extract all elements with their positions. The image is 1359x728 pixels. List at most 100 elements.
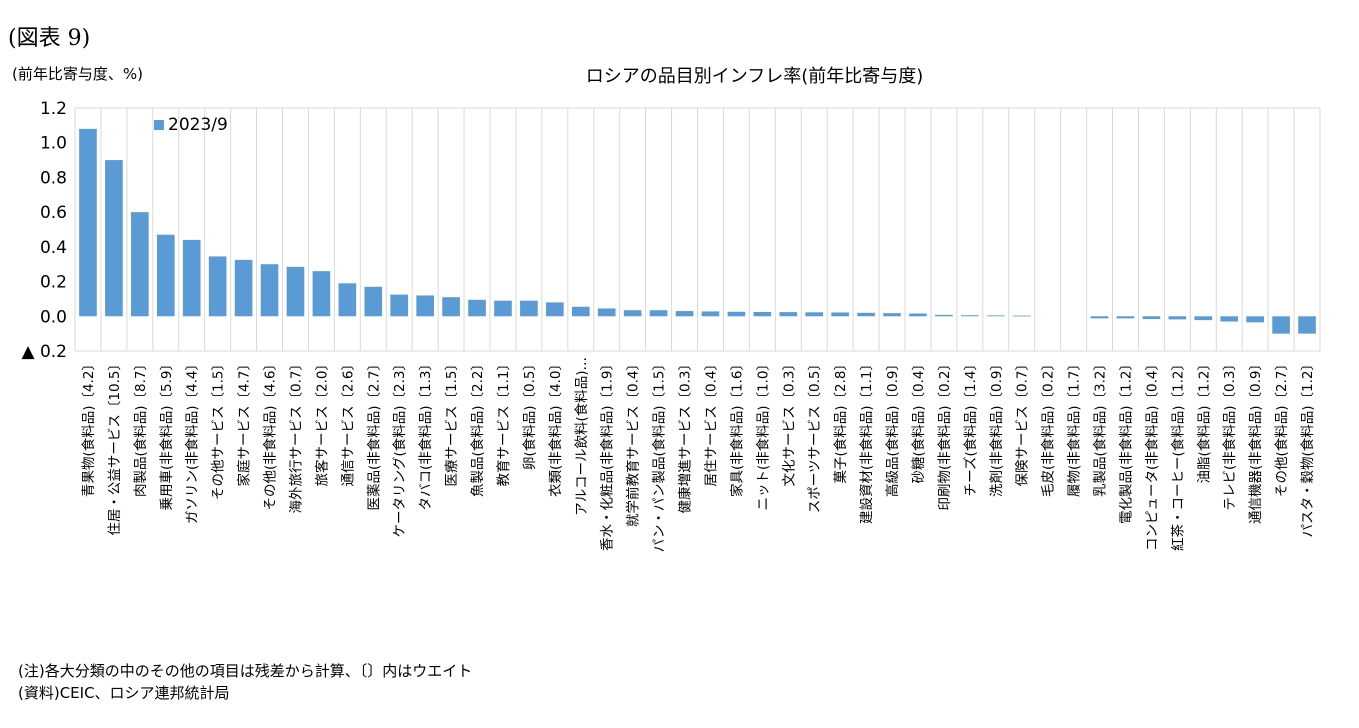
bar [131,212,149,317]
bar [416,295,434,317]
x-category-label: テレビ(非食料品)〔0.3〕 [1221,357,1238,511]
x-category-label: 砂糖(食料品)〔0.4〕 [910,357,927,484]
bar [546,302,564,317]
x-category-label: 海外旅行サービス〔0.7〕 [288,357,304,513]
x-category-label: ガソリン(非食料品)〔4.4〕 [184,357,201,524]
bar [1142,316,1161,320]
bar [1168,316,1187,320]
bar [597,308,616,317]
y-tick-label: 1.2 [40,99,67,119]
x-category-label: 家具(非食料品)〔1.6〕 [728,357,745,497]
x-category-label: 家庭サービス〔4.7〕 [236,357,253,486]
bar [520,300,538,317]
bar [468,299,486,317]
bar [701,311,720,317]
bar [753,311,772,317]
bar [935,314,953,317]
x-category-label: コンピュータ(非食料品)〔0.4〕 [1143,357,1160,551]
x-category-label: ケータリング(食料品)〔2.3〕 [391,357,408,538]
y-tick-label: 0.6 [40,203,67,223]
y-tick-label: 0.2 [40,273,67,293]
x-category-label: 卵(食料品)〔0.5〕 [521,357,538,470]
x-category-label: 衣類(非食料品)〔4.0〕 [547,357,564,497]
bar [909,313,927,317]
x-category-label: 紅茶・コーヒー(食料品)〔1.2〕 [1169,357,1186,551]
y-tick-label: 0.4 [40,238,67,258]
x-category-label: 履物(非食料品)〔1.7〕 [1066,357,1083,497]
x-category-label: 魚製品(食料品)〔2.2〕 [469,357,486,497]
bar [286,266,305,317]
y-tick-label: ▲ 0.2 [21,342,67,362]
x-category-label: 印刷物(非食料品)〔0.2〕 [936,357,953,511]
x-category-label: 肉製品(食料品)〔8.7〕 [132,357,149,497]
x-category-label: 教育サービス〔1.1〕 [496,357,512,486]
x-category-label: ニット(非食料品)〔1.0〕 [754,357,771,511]
bar [649,310,668,317]
x-category-label: 乗用車(非食料品)〔5.9〕 [158,357,175,511]
x-category-label: その他サービス〔1.5〕 [211,357,227,500]
bar [338,283,357,317]
bar [494,300,512,317]
bar [961,315,979,317]
bar [442,297,460,317]
x-category-label: 香水・化粧品(非食料品)〔1.9〕 [599,357,616,551]
bar [986,315,1005,317]
x-category-label: その他(食料品)〔2.7〕 [1273,357,1290,497]
y-axis-unit-label: (前年比寄与度、%) [12,65,143,83]
x-category-label: 通信機器(非食料品)〔0.9〕 [1247,357,1264,524]
figure-label: (図表 9) [8,26,91,51]
bar [623,310,642,317]
x-category-label: パン・パン製品(食料品)〔1.5〕 [651,357,668,552]
bar [105,160,123,317]
x-category-label: タバコ(非食料品)〔1.3〕 [417,357,434,511]
bar [234,259,253,317]
legend-swatch [154,120,164,130]
bar [260,264,279,317]
x-category-label: 油脂(食料品)〔1.2〕 [1195,357,1212,484]
note-line: (注)各大分類の中のその他の項目は残差から計算、〔〕内はウエイト [18,662,473,680]
y-tick-label: 0.8 [40,168,67,188]
x-category-label: 菓子(食料品)〔2.8〕 [832,357,849,484]
x-category-label: 毛皮(非食料品)〔0.2〕 [1040,357,1057,497]
bar [1194,316,1213,321]
x-category-label: 住居・公益サービス〔10.5〕 [107,357,123,536]
notes: (注)各大分類の中のその他の項目は残差から計算、〔〕内はウエイト (資料)CEI… [18,660,472,704]
bar [312,271,331,317]
x-category-label: パスタ・穀物(食料品)〔1.2〕 [1299,357,1316,538]
x-category-label: スポーツサービス〔0.5〕 [807,357,823,513]
bar [156,234,175,317]
x-category-label: 医薬品(非食料品)〔2.7〕 [365,357,382,511]
bar [675,311,694,317]
x-category-label: 健康増進サービス〔0.3〕 [677,357,694,513]
x-category-label: 建設資材(非食料品)〔1.1〕 [858,357,875,524]
bar [883,313,901,317]
x-category-label: 居住サービス〔0.4〕 [703,357,719,486]
bar [208,256,227,317]
y-tick-label: 0.0 [40,307,67,327]
legend-label: 2023/9 [168,115,228,135]
bar [79,128,97,317]
x-category-label: 高級品(食料品)〔0.9〕 [884,357,901,497]
x-category-label: 青果物(食料品)〔4.2〕 [80,357,97,497]
bar [364,286,383,317]
bar [727,311,746,317]
x-category-label: その他(非食料品)〔4.6〕 [262,357,279,511]
x-category-label: 医療サービス〔1.5〕 [443,357,460,486]
y-tick-label: 1.0 [40,134,67,154]
x-category-label: 洗剤(非食料品)〔0.9〕 [988,357,1005,497]
x-category-label: チーズ(食料品)〔1.4〕 [962,357,979,496]
bar [571,306,590,317]
bar [1298,316,1316,334]
bar [1116,316,1135,319]
x-category-label: 文化サービス〔0.3〕 [781,357,797,486]
bar [390,294,409,317]
x-category-label: 電化製品(非食料品)〔1.2〕 [1117,357,1134,524]
bar [779,312,798,317]
bar [857,312,875,317]
x-category-label: 就学前教育サービス〔0.4〕 [625,357,642,527]
bar [1090,316,1109,319]
chart-title: ロシアの品目別インフレ率(前年比寄与度) [585,66,924,87]
bar [1272,316,1290,334]
x-category-label: 通信サービス〔2.6〕 [340,357,356,486]
